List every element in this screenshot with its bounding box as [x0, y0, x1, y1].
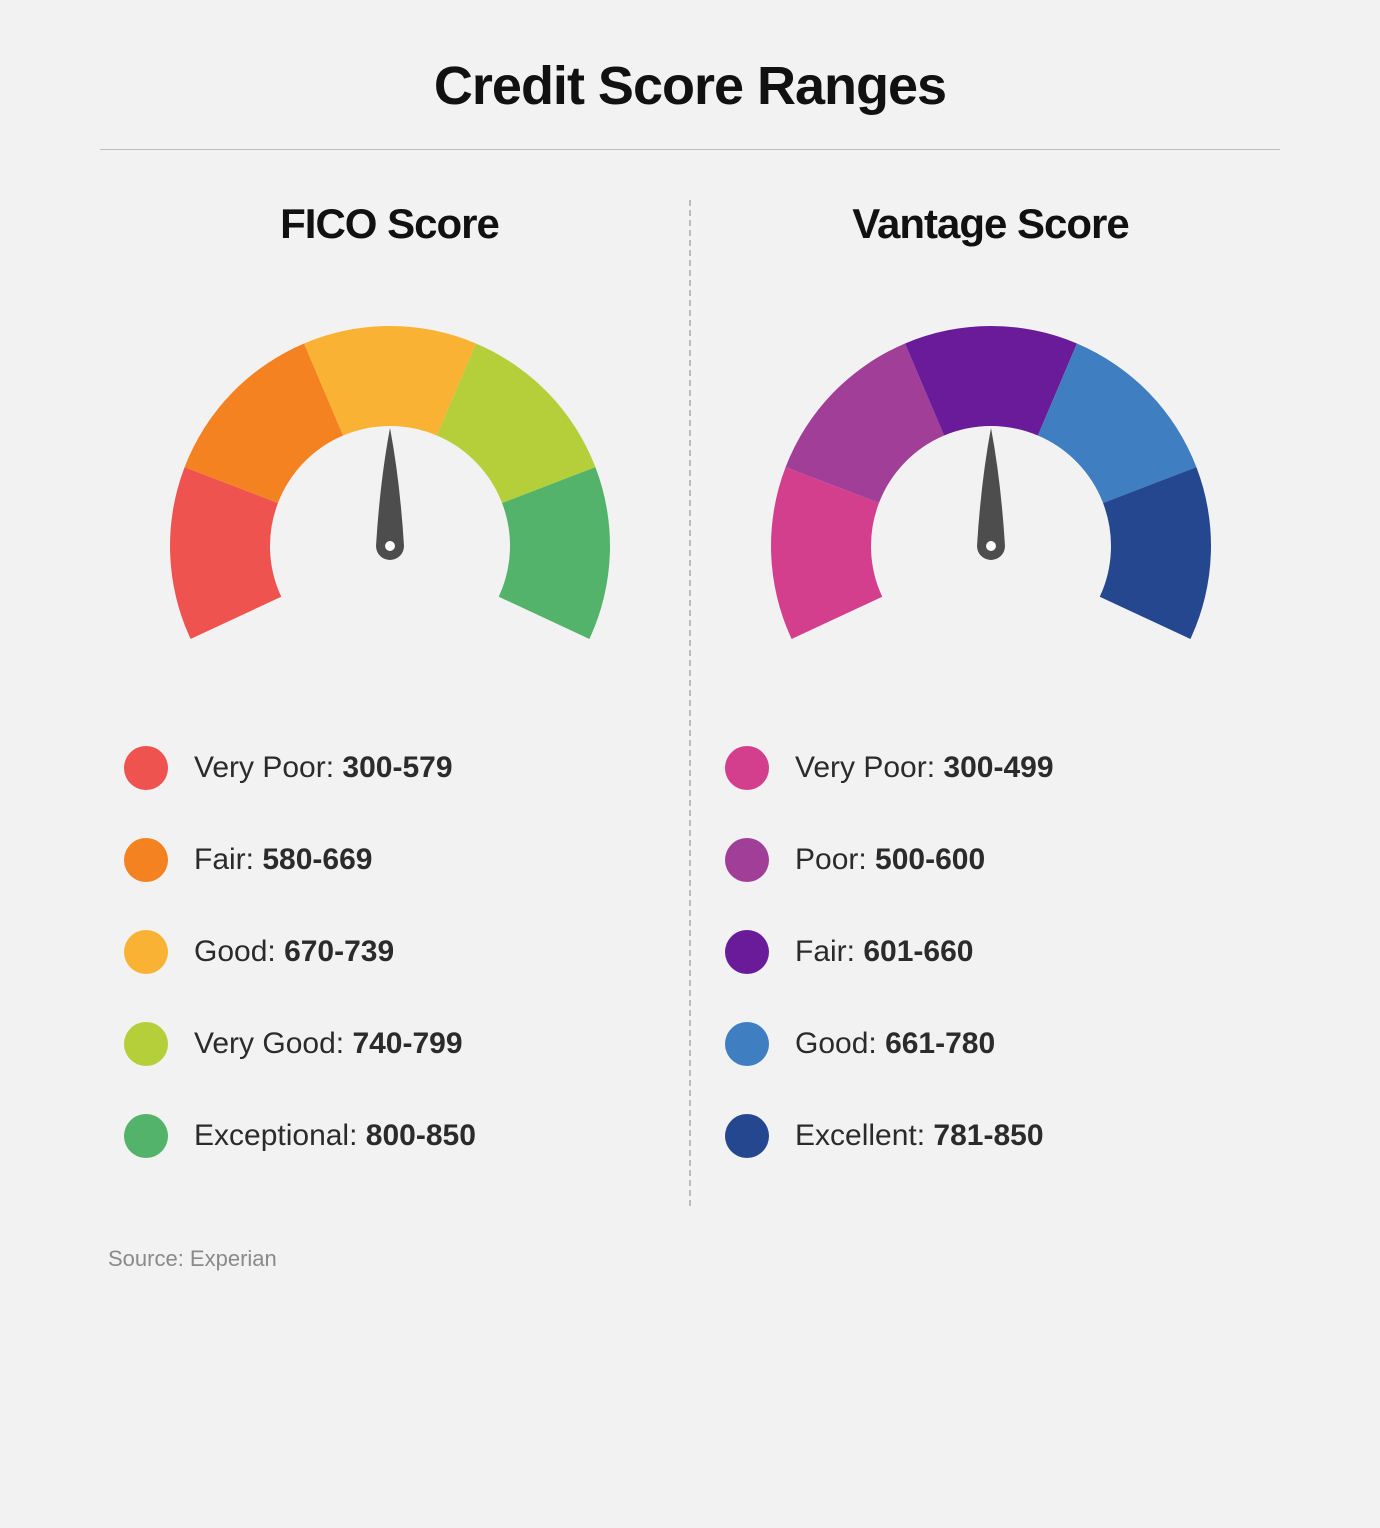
vantage-subtitle: Vantage Score [852, 200, 1128, 248]
legend-label: Good: [194, 935, 284, 968]
legend-swatch [124, 746, 168, 790]
legend-range: 300-579 [342, 751, 452, 784]
legend-label: Very Poor: [194, 751, 342, 784]
legend-row: Fair: 580-669 [124, 838, 655, 882]
gauge-hub-hole [986, 541, 996, 551]
legend-row: Exceptional: 800-850 [124, 1114, 655, 1158]
legend-swatch [725, 838, 769, 882]
legend-row: Very Good: 740-799 [124, 1022, 655, 1066]
legend-label: Poor: [795, 843, 875, 876]
legend-row: Good: 661-780 [725, 1022, 1256, 1066]
legend-swatch [725, 1114, 769, 1158]
legend-range: 800-850 [366, 1119, 476, 1152]
vantage-gauge [741, 296, 1241, 726]
legend-label: Fair: [194, 843, 262, 876]
source-line: Source: Experian [100, 1246, 1280, 1272]
legend-swatch [725, 1022, 769, 1066]
legend-text: Exceptional: 800-850 [194, 1119, 476, 1153]
legend-range: 740-799 [352, 1027, 462, 1060]
column-divider [689, 200, 691, 1206]
legend-range: 580-669 [262, 843, 372, 876]
fico-legend: Very Poor: 300-579 Fair: 580-669 Good: 670… [100, 726, 679, 1206]
legend-row: Poor: 500-600 [725, 838, 1256, 882]
legend-label: Good: [795, 1027, 885, 1060]
legend-swatch [725, 930, 769, 974]
legend-row: Very Poor: 300-579 [124, 746, 655, 790]
legend-text: Fair: 580-669 [194, 843, 372, 877]
legend-label: Excellent: [795, 1119, 933, 1152]
title-rule [100, 149, 1280, 150]
legend-range: 601-660 [863, 935, 973, 968]
legend-swatch [124, 838, 168, 882]
legend-row: Good: 670-739 [124, 930, 655, 974]
legend-label: Very Poor: [795, 751, 943, 784]
vantage-column: Vantage Score Very Poor: 300-499 Poor: 50… [701, 200, 1280, 1206]
legend-row: Fair: 601-660 [725, 930, 1256, 974]
legend-swatch [124, 1022, 168, 1066]
fico-column: FICO Score Very Poor: 300-579 Fair: 580-6… [100, 200, 679, 1206]
legend-range: 500-600 [875, 843, 985, 876]
legend-text: Fair: 601-660 [795, 935, 973, 969]
legend-row: Excellent: 781-850 [725, 1114, 1256, 1158]
vantage-gauge-svg [741, 296, 1241, 726]
legend-text: Very Good: 740-799 [194, 1027, 463, 1061]
legend-range: 661-780 [885, 1027, 995, 1060]
legend-row: Very Poor: 300-499 [725, 746, 1256, 790]
legend-range: 781-850 [933, 1119, 1043, 1152]
columns: FICO Score Very Poor: 300-579 Fair: 580-6… [100, 200, 1280, 1206]
legend-text: Very Poor: 300-499 [795, 751, 1054, 785]
legend-range: 300-499 [943, 751, 1053, 784]
fico-gauge [140, 296, 640, 726]
legend-range: 670-739 [284, 935, 394, 968]
page-title: Credit Score Ranges [100, 55, 1280, 117]
infographic-page: Credit Score Ranges FICO Score Very Poor… [0, 0, 1380, 1528]
fico-gauge-svg [140, 296, 640, 726]
legend-swatch [124, 930, 168, 974]
vantage-legend: Very Poor: 300-499 Poor: 500-600 Fair: 601… [701, 726, 1280, 1206]
fico-subtitle: FICO Score [280, 200, 499, 248]
legend-label: Very Good: [194, 1027, 352, 1060]
legend-label: Exceptional: [194, 1119, 366, 1152]
legend-swatch [725, 746, 769, 790]
legend-text: Excellent: 781-850 [795, 1119, 1044, 1153]
legend-text: Poor: 500-600 [795, 843, 985, 877]
legend-label: Fair: [795, 935, 863, 968]
legend-text: Good: 661-780 [795, 1027, 995, 1061]
legend-swatch [124, 1114, 168, 1158]
legend-text: Good: 670-739 [194, 935, 394, 969]
gauge-hub-hole [385, 541, 395, 551]
legend-text: Very Poor: 300-579 [194, 751, 453, 785]
